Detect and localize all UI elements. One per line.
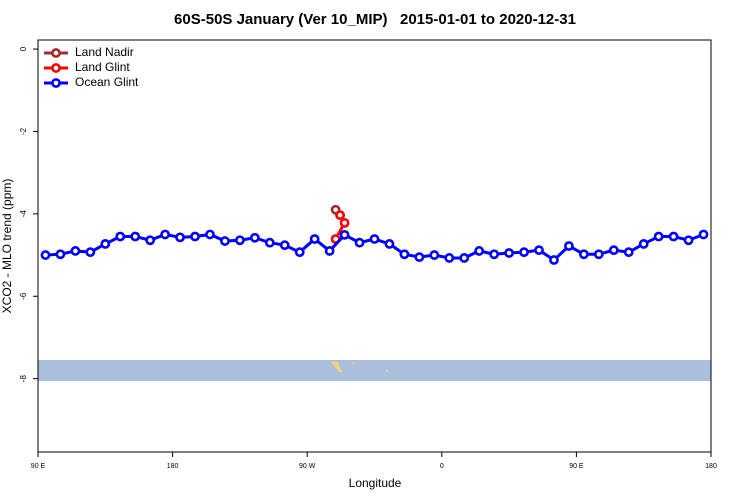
data-point	[55, 249, 66, 260]
x-tick-label: 90 E	[569, 463, 584, 470]
y-tick-label: 0	[19, 46, 28, 51]
y-axis-label: XCO2 - MLO trend (ppm)	[0, 179, 14, 314]
chart-title: 60S-50S January (Ver 10_MIP) 2015-01-01 …	[174, 11, 576, 28]
data-point	[190, 231, 200, 242]
data-point	[335, 210, 346, 220]
data-point	[698, 229, 709, 240]
data-point	[608, 245, 619, 256]
x-tick-label: 0	[440, 463, 444, 470]
data-point	[115, 231, 126, 242]
data-point	[504, 248, 514, 258]
data-point	[264, 237, 275, 248]
x-tick-label: 90 E	[31, 463, 46, 470]
data-point	[653, 231, 664, 242]
data-point	[578, 249, 589, 260]
data-point	[85, 247, 96, 258]
data-point	[593, 249, 604, 260]
y-tick-label: -4	[19, 210, 28, 218]
x-tick-label: 90 W	[299, 463, 316, 470]
data-point	[100, 239, 111, 249]
data-point	[70, 246, 81, 256]
data-point	[429, 250, 440, 260]
x-tick-label: 180	[705, 463, 717, 470]
y-tick-label: -2	[19, 127, 28, 135]
x-axis-label: Longitude	[349, 476, 402, 490]
data-point	[249, 232, 260, 243]
data-point	[309, 234, 320, 244]
plot-frame	[37, 39, 712, 453]
map-land	[352, 362, 355, 364]
data-point	[324, 246, 335, 256]
data-point	[279, 240, 290, 251]
map-land	[330, 361, 343, 372]
legend-marker	[51, 63, 61, 73]
data-point	[459, 253, 470, 263]
data-point	[474, 246, 485, 256]
legend-marker	[51, 48, 61, 58]
data-point	[683, 235, 694, 246]
legend-label: Land Glint	[75, 60, 130, 74]
data-point	[339, 229, 350, 240]
data-point	[399, 249, 410, 260]
data-point	[175, 232, 185, 243]
data-point	[294, 247, 305, 258]
data-point	[130, 231, 141, 242]
data-point	[549, 255, 559, 265]
data-point	[623, 247, 634, 258]
data-point	[668, 231, 679, 242]
data-point	[145, 235, 156, 246]
legend-marker	[51, 78, 61, 88]
data-point	[234, 235, 245, 246]
data-point	[444, 253, 455, 263]
data-point	[564, 241, 574, 251]
data-point	[160, 229, 171, 240]
data-point	[489, 249, 500, 260]
legend-label: Ocean Glint	[75, 75, 139, 89]
data-point	[40, 250, 51, 260]
data-point	[354, 237, 365, 248]
data-point	[384, 239, 395, 249]
data-point	[339, 218, 350, 228]
y-tick-label: -8	[19, 375, 28, 383]
data-point	[414, 252, 425, 263]
data-point	[638, 239, 649, 249]
data-point	[205, 229, 215, 240]
map-strip	[38, 360, 711, 381]
data-point	[534, 245, 544, 256]
x-tick-label: 180	[167, 463, 179, 470]
data-point	[369, 234, 380, 244]
data-point	[220, 236, 230, 246]
map-land	[386, 370, 388, 372]
y-tick-label: -6	[19, 292, 28, 300]
legend-label: Land Nadir	[75, 45, 134, 59]
data-point	[519, 247, 529, 258]
